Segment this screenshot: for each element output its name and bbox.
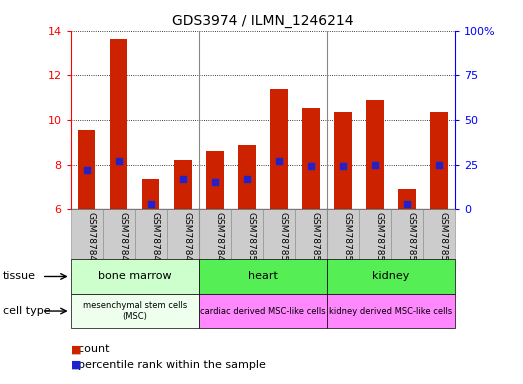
Text: ■: ■ — [71, 344, 81, 354]
Text: GSM787853: GSM787853 — [343, 212, 352, 267]
Point — [435, 162, 443, 168]
Bar — [423, 209, 455, 259]
Bar — [295, 209, 327, 259]
Bar — [430, 112, 448, 209]
Text: kidney: kidney — [372, 271, 410, 281]
Text: mesenchymal stem cells
(MSC): mesenchymal stem cells (MSC) — [83, 301, 187, 321]
Text: bone marrow: bone marrow — [98, 271, 172, 281]
Text: GSM787850: GSM787850 — [247, 212, 256, 267]
Bar — [167, 209, 199, 259]
Bar — [71, 294, 199, 328]
Bar — [263, 209, 295, 259]
Bar — [334, 112, 351, 209]
Bar — [174, 160, 191, 209]
Bar — [199, 209, 231, 259]
Point — [306, 163, 315, 169]
Text: GSM787851: GSM787851 — [279, 212, 288, 267]
Text: GSM787848: GSM787848 — [183, 212, 192, 266]
Text: GSM787849: GSM787849 — [215, 212, 224, 266]
Bar — [327, 259, 455, 294]
Bar — [391, 209, 423, 259]
Point — [211, 179, 219, 185]
Title: GDS3974 / ILMN_1246214: GDS3974 / ILMN_1246214 — [172, 14, 354, 28]
Text: tissue: tissue — [3, 271, 36, 281]
Point — [339, 163, 347, 169]
Bar — [78, 130, 95, 209]
Text: cell type: cell type — [3, 306, 50, 316]
Bar — [199, 294, 327, 328]
Bar — [231, 209, 263, 259]
Point — [178, 176, 187, 182]
Bar — [270, 89, 288, 209]
Text: heart: heart — [248, 271, 278, 281]
Bar — [142, 179, 160, 209]
Text: kidney derived MSC-like cells: kidney derived MSC-like cells — [329, 306, 452, 316]
Text: GSM787852: GSM787852 — [311, 212, 320, 266]
Bar — [135, 209, 167, 259]
Bar — [110, 38, 128, 209]
Point — [243, 176, 251, 182]
Bar — [327, 209, 359, 259]
Text: count: count — [71, 344, 109, 354]
Point — [275, 158, 283, 164]
Bar — [103, 209, 135, 259]
Text: cardiac derived MSC-like cells: cardiac derived MSC-like cells — [200, 306, 326, 316]
Bar — [302, 108, 320, 209]
Bar — [71, 209, 103, 259]
Text: ■: ■ — [71, 360, 81, 370]
Text: percentile rank within the sample: percentile rank within the sample — [71, 360, 266, 370]
Text: GSM787856: GSM787856 — [439, 212, 448, 267]
Text: GSM787854: GSM787854 — [375, 212, 384, 266]
Point — [371, 162, 379, 168]
Bar — [359, 209, 391, 259]
Bar — [199, 259, 327, 294]
Text: GSM787847: GSM787847 — [151, 212, 160, 266]
Bar — [366, 100, 384, 209]
Point — [146, 201, 155, 207]
Bar — [327, 294, 455, 328]
Point — [403, 201, 411, 207]
Bar — [206, 151, 223, 209]
Text: GSM787846: GSM787846 — [119, 212, 128, 266]
Bar — [238, 144, 256, 209]
Text: GSM787845: GSM787845 — [87, 212, 96, 266]
Bar — [71, 259, 199, 294]
Bar — [398, 189, 416, 209]
Point — [115, 158, 123, 164]
Text: GSM787855: GSM787855 — [407, 212, 416, 267]
Point — [83, 167, 91, 173]
